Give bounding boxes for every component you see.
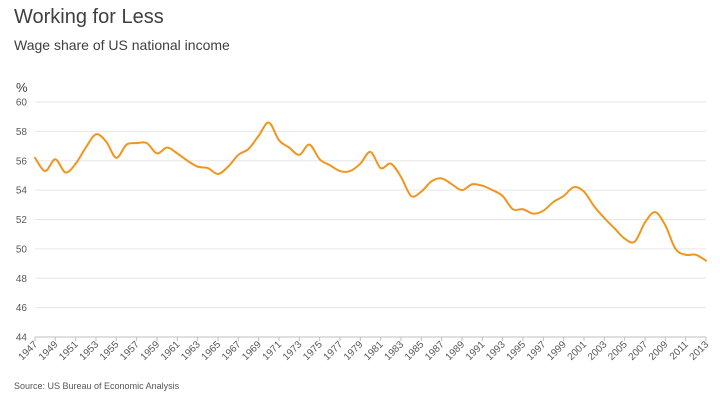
x-tick-label: 1995 <box>505 339 529 363</box>
y-tick-label: 56 <box>16 156 28 167</box>
x-tick-label: 1953 <box>78 339 102 363</box>
x-tick-label: 1961 <box>159 339 183 363</box>
y-axis-unit-label: % <box>16 80 28 95</box>
x-tick-label: 1965 <box>200 339 224 363</box>
chart-title: Working for Less <box>14 6 164 28</box>
x-tick-label: 2001 <box>566 339 590 363</box>
x-tick-label: 1955 <box>98 339 122 363</box>
x-tick-label: 1957 <box>118 339 142 363</box>
y-tick-label: 46 <box>16 303 28 314</box>
y-tick-label: 60 <box>16 98 28 109</box>
x-tick-label: 2007 <box>627 339 651 363</box>
x-tick-label: 2003 <box>586 339 610 363</box>
source-note: Source: US Bureau of Economic Analysis <box>14 381 180 391</box>
x-tick-label: 1999 <box>545 339 569 363</box>
x-tick-label: 1985 <box>403 339 427 363</box>
x-tick-label: 1977 <box>322 339 346 363</box>
x-tick-label: 2011 <box>668 339 691 362</box>
x-tick-label: 1981 <box>362 339 386 363</box>
gridlines <box>35 101 706 338</box>
y-tick-label: 54 <box>16 186 28 197</box>
x-tick-label: 1969 <box>240 339 264 363</box>
y-tick-label: 44 <box>16 333 28 344</box>
chart-subtitle: Wage share of US national income <box>14 37 230 53</box>
wage-share-line <box>34 121 707 262</box>
x-tick-label: 1971 <box>261 339 285 363</box>
y-tick-label: 52 <box>16 215 28 226</box>
x-tick-label: 1997 <box>525 339 549 363</box>
y-axis-ticks: 44 46 48 50 52 54 56 58 60 <box>16 98 28 344</box>
x-tick-label: 2013 <box>688 339 712 363</box>
x-tick-label: 2005 <box>606 339 630 363</box>
x-tick-label: 1989 <box>444 339 468 363</box>
x-tick-label: 1993 <box>484 339 508 363</box>
y-tick-label: 48 <box>16 274 28 285</box>
y-tick-label: 50 <box>16 244 28 255</box>
x-tick-label: 2009 <box>647 339 671 363</box>
x-tick-label: 1959 <box>139 339 163 363</box>
x-tick-label: 1967 <box>220 339 244 363</box>
x-tick-label: 1979 <box>342 339 366 363</box>
x-tick-label: 1983 <box>383 339 407 363</box>
x-tick-label: 1975 <box>301 339 325 363</box>
x-tick-label: 1973 <box>281 339 305 363</box>
x-tick-label: 1949 <box>37 339 61 363</box>
x-tick-label: 1991 <box>464 339 488 363</box>
x-tick-label: 1963 <box>179 339 203 363</box>
y-tick-label: 58 <box>16 127 28 138</box>
x-axis-ticks: 1947194919511953195519571959196119631965… <box>17 337 712 363</box>
x-tick-label: 1987 <box>423 339 447 363</box>
x-tick-label: 1951 <box>57 339 81 363</box>
